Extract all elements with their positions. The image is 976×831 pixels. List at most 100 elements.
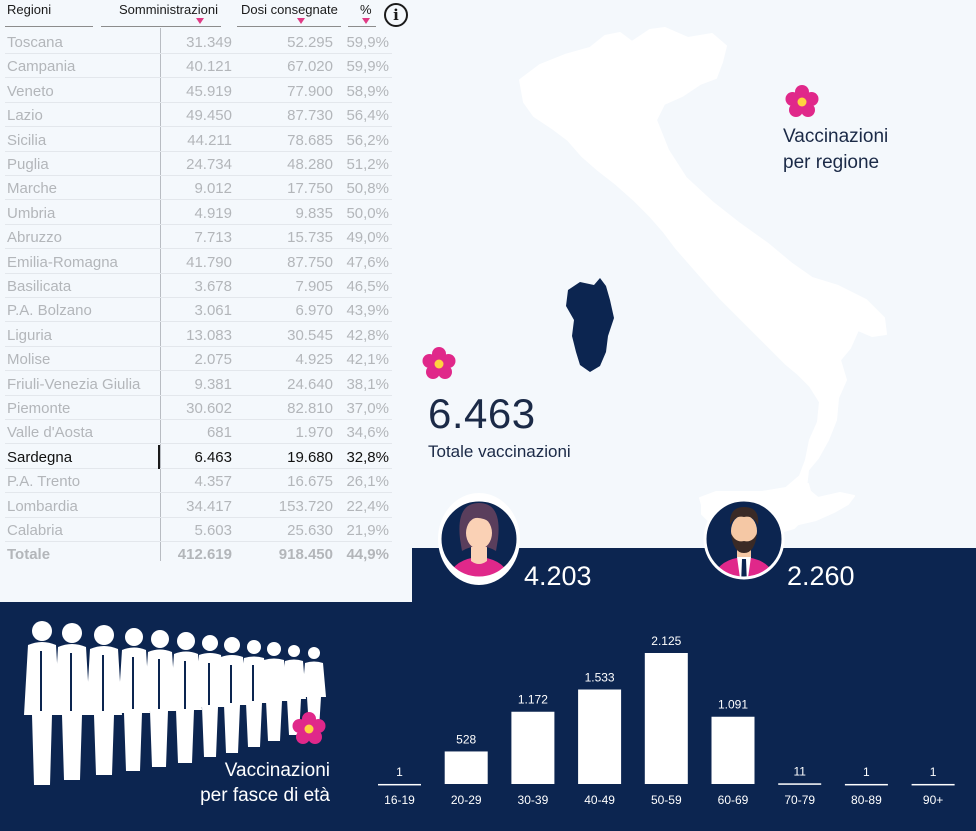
somministrazioni-cell: 4.919: [194, 204, 232, 222]
table-row[interactable]: Friuli-Venezia Giulia 9.381 24.640 38,1%: [0, 372, 392, 396]
table-row[interactable]: Campania 40.121 67.020 59,9%: [0, 54, 392, 79]
sort-desc-icon[interactable]: [297, 18, 305, 24]
sardegna-region[interactable]: [566, 278, 614, 372]
sort-desc-icon[interactable]: [196, 18, 204, 24]
region-cell: Puglia: [7, 156, 49, 173]
somministrazioni-cell: 31.349: [186, 34, 232, 51]
male-vaccinations-value: 2.260: [787, 561, 855, 591]
table-row[interactable]: Valle d'Aosta 681 1.970 34,6%: [0, 420, 392, 445]
male-avatar-icon: [703, 493, 785, 585]
percent-cell: 43,9%: [346, 302, 389, 320]
table-header: Regioni Somministrazioni Dosi consegnate…: [0, 0, 412, 28]
dosi-cell: 87.750: [287, 253, 333, 271]
map-title: Vaccinazioni per regione: [783, 124, 888, 176]
selection-marker: [158, 444, 160, 469]
age-category-label: 16-19: [384, 793, 415, 807]
row-separator: [5, 248, 392, 250]
row-separator: [5, 541, 392, 542]
table-row[interactable]: Lombardia 34.417 153.720 22,4%: [0, 494, 392, 518]
age-bar[interactable]: [511, 711, 555, 784]
row-separator: [5, 223, 392, 225]
region-cell: Veneto: [7, 82, 54, 100]
percent-cell: 49,0%: [346, 229, 389, 247]
region-cell: Liguria: [7, 326, 53, 344]
row-separator: [5, 175, 392, 176]
table-row[interactable]: Marche 9.012 17.750 50,8%: [0, 176, 392, 201]
female-avatar-icon: [438, 493, 520, 585]
dosi-cell: 7.905: [295, 278, 333, 295]
row-separator: [5, 492, 392, 494]
dosi-cell: 19.680: [287, 448, 333, 466]
table-row[interactable]: Calabria 5.603 25.630 21,9%: [0, 518, 392, 542]
table-row[interactable]: Liguria 13.083 30.545 42,8%: [0, 323, 392, 347]
row-separator: [5, 321, 392, 323]
age-chart-title: Vaccinazioni per fasce di età: [150, 758, 330, 808]
info-icon[interactable]: i: [384, 3, 408, 27]
table-row[interactable]: Lazio 49.450 87.730 56,4%: [0, 103, 392, 128]
table-row[interactable]: P.A. Bolzano 3.061 6.970 43,9%: [0, 298, 392, 323]
age-bar-value-label: 1: [930, 765, 937, 779]
table-row[interactable]: Veneto 45.919 77.900 58,9%: [0, 79, 392, 103]
header-dosi-consegnate[interactable]: Dosi consegnate: [241, 2, 338, 17]
header-somministrazioni[interactable]: Somministrazioni: [119, 2, 218, 17]
table-row[interactable]: Piemonte 30.602 82.810 37,0%: [0, 396, 392, 420]
header-underline: [101, 26, 221, 27]
age-category-label: 30-39: [518, 793, 549, 807]
somministrazioni-cell: 7.713: [194, 229, 232, 247]
somministrazioni-cell: 34.417: [186, 497, 232, 515]
percent-cell: 56,2%: [346, 131, 389, 149]
header-underline: [5, 26, 93, 27]
table-row[interactable]: Puglia 24.734 48.280 51,2%: [0, 152, 392, 176]
total-vaccinations-value: 6.463: [428, 390, 536, 437]
age-bar[interactable]: [711, 716, 755, 784]
header-regioni[interactable]: Regioni: [7, 2, 52, 17]
age-bar[interactable]: [444, 751, 488, 784]
dosi-cell: 87.730: [287, 107, 333, 125]
region-cell: Basilicata: [7, 278, 72, 295]
table-row[interactable]: P.A. Trento 4.357 16.675 26,1%: [0, 469, 392, 494]
region-cell: Molise: [7, 351, 51, 369]
row-separator: [5, 199, 392, 201]
age-bar[interactable]: [644, 653, 688, 784]
age-bar-value-label: 1.533: [585, 670, 615, 684]
somministrazioni-cell: 30.602: [186, 400, 232, 417]
table-row[interactable]: Abruzzo 7.713 15.735 49,0%: [0, 225, 392, 250]
age-title-line2: per fasce di età: [200, 785, 330, 806]
table-row[interactable]: Umbria 4.919 9.835 50,0%: [0, 201, 392, 225]
age-bar-value-label: 1.091: [718, 698, 748, 712]
column-divider: [160, 28, 161, 561]
region-cell: Toscana: [7, 34, 63, 51]
regions-table: Regioni Somministrazioni Dosi consegnate…: [0, 0, 412, 602]
row-separator: [5, 77, 392, 79]
percent-cell: 42,8%: [346, 326, 389, 344]
table-row[interactable]: Molise 2.075 4.925 42,1%: [0, 347, 392, 372]
age-bar[interactable]: [778, 783, 822, 785]
percent-cell: 44,9%: [346, 546, 389, 564]
somministrazioni-cell: 4.357: [194, 473, 232, 491]
table-row[interactable]: Sicilia 44.211 78.685 56,2%: [0, 128, 392, 152]
sort-desc-icon[interactable]: [362, 18, 370, 24]
age-bar[interactable]: [578, 689, 622, 784]
age-bar[interactable]: [378, 783, 421, 786]
table-row[interactable]: Basilicata 3.678 7.905 46,5%: [0, 274, 392, 298]
flower-icon: [422, 347, 456, 379]
percent-cell: 46,5%: [346, 278, 389, 295]
age-bar-value-label: 528: [456, 732, 476, 746]
age-bar[interactable]: [844, 783, 888, 786]
header-underline: [348, 26, 376, 27]
dosi-cell: 30.545: [287, 326, 333, 344]
percent-cell: 50,0%: [346, 204, 389, 222]
header-percent[interactable]: %: [360, 2, 372, 17]
table-row[interactable]: Sardegna 6.463 19.680 32,8%: [0, 444, 392, 469]
region-cell: Friuli-Venezia Giulia: [7, 375, 141, 393]
dosi-cell: 16.675: [287, 473, 333, 491]
age-bar-value-label: 11: [793, 764, 806, 778]
age-category-label: 60-69: [718, 793, 749, 807]
italy-mainland[interactable]: [519, 27, 887, 537]
map-title-line2: per regione: [783, 152, 880, 173]
table-row[interactable]: Emilia-Romagna 41.790 87.750 47,6%: [0, 250, 392, 274]
age-bar[interactable]: [911, 783, 955, 786]
dosi-cell: 67.020: [287, 58, 333, 76]
total-vaccinations-label: Totale vaccinazioni: [428, 442, 571, 461]
table-row[interactable]: Toscana 31.349 52.295 59,9%: [0, 30, 392, 54]
